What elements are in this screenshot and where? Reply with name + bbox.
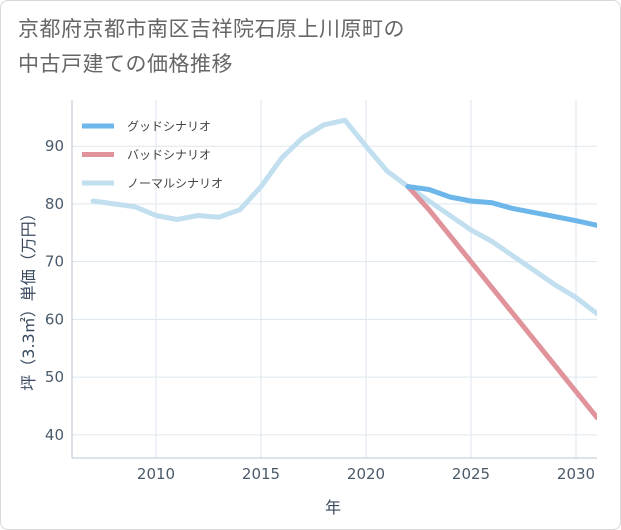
series-lines xyxy=(90,117,597,421)
x-tick-label: 2015 xyxy=(242,465,280,483)
legend-label-2: ノーマルシナリオ xyxy=(127,177,223,191)
y-tick-label: 60 xyxy=(45,310,64,328)
y-tick-label: 70 xyxy=(45,253,64,271)
x-tick-label: 2010 xyxy=(137,465,175,483)
series-line-2 xyxy=(90,117,597,317)
y-tick-label: 80 xyxy=(45,195,64,213)
x-axis-label: 年 xyxy=(325,498,341,517)
x-tick-label: 2025 xyxy=(452,465,490,483)
chart-title-line-2: 中古戸建ての価格推移 xyxy=(18,52,233,76)
grid-lines xyxy=(72,100,597,458)
x-tick-label: 2020 xyxy=(347,465,385,483)
legend-label-1: バッドシナリオ xyxy=(127,148,211,162)
chart-title: 京都府京都市南区吉祥院石原上川原町の 中古戸建ての価格推移 xyxy=(18,12,598,82)
series-line-1 xyxy=(405,184,597,421)
axes xyxy=(71,100,597,459)
x-tick-label: 2030 xyxy=(557,465,595,483)
y-tick-label: 40 xyxy=(45,426,64,444)
y-axis-label: 坪（3.3㎡）単価（万円） xyxy=(19,205,38,390)
y-tick-label: 90 xyxy=(45,137,64,155)
chart-title-line-1: 京都府京都市南区吉祥院石原上川原町の xyxy=(18,17,405,41)
tick-labels: 40 50 60 70 80 90 2010 2015 2020 2025 2030 xyxy=(45,137,595,483)
y-tick-label: 50 xyxy=(45,368,64,386)
legend-label-0: グッドシナリオ xyxy=(127,120,211,134)
series-line-0 xyxy=(405,184,597,228)
